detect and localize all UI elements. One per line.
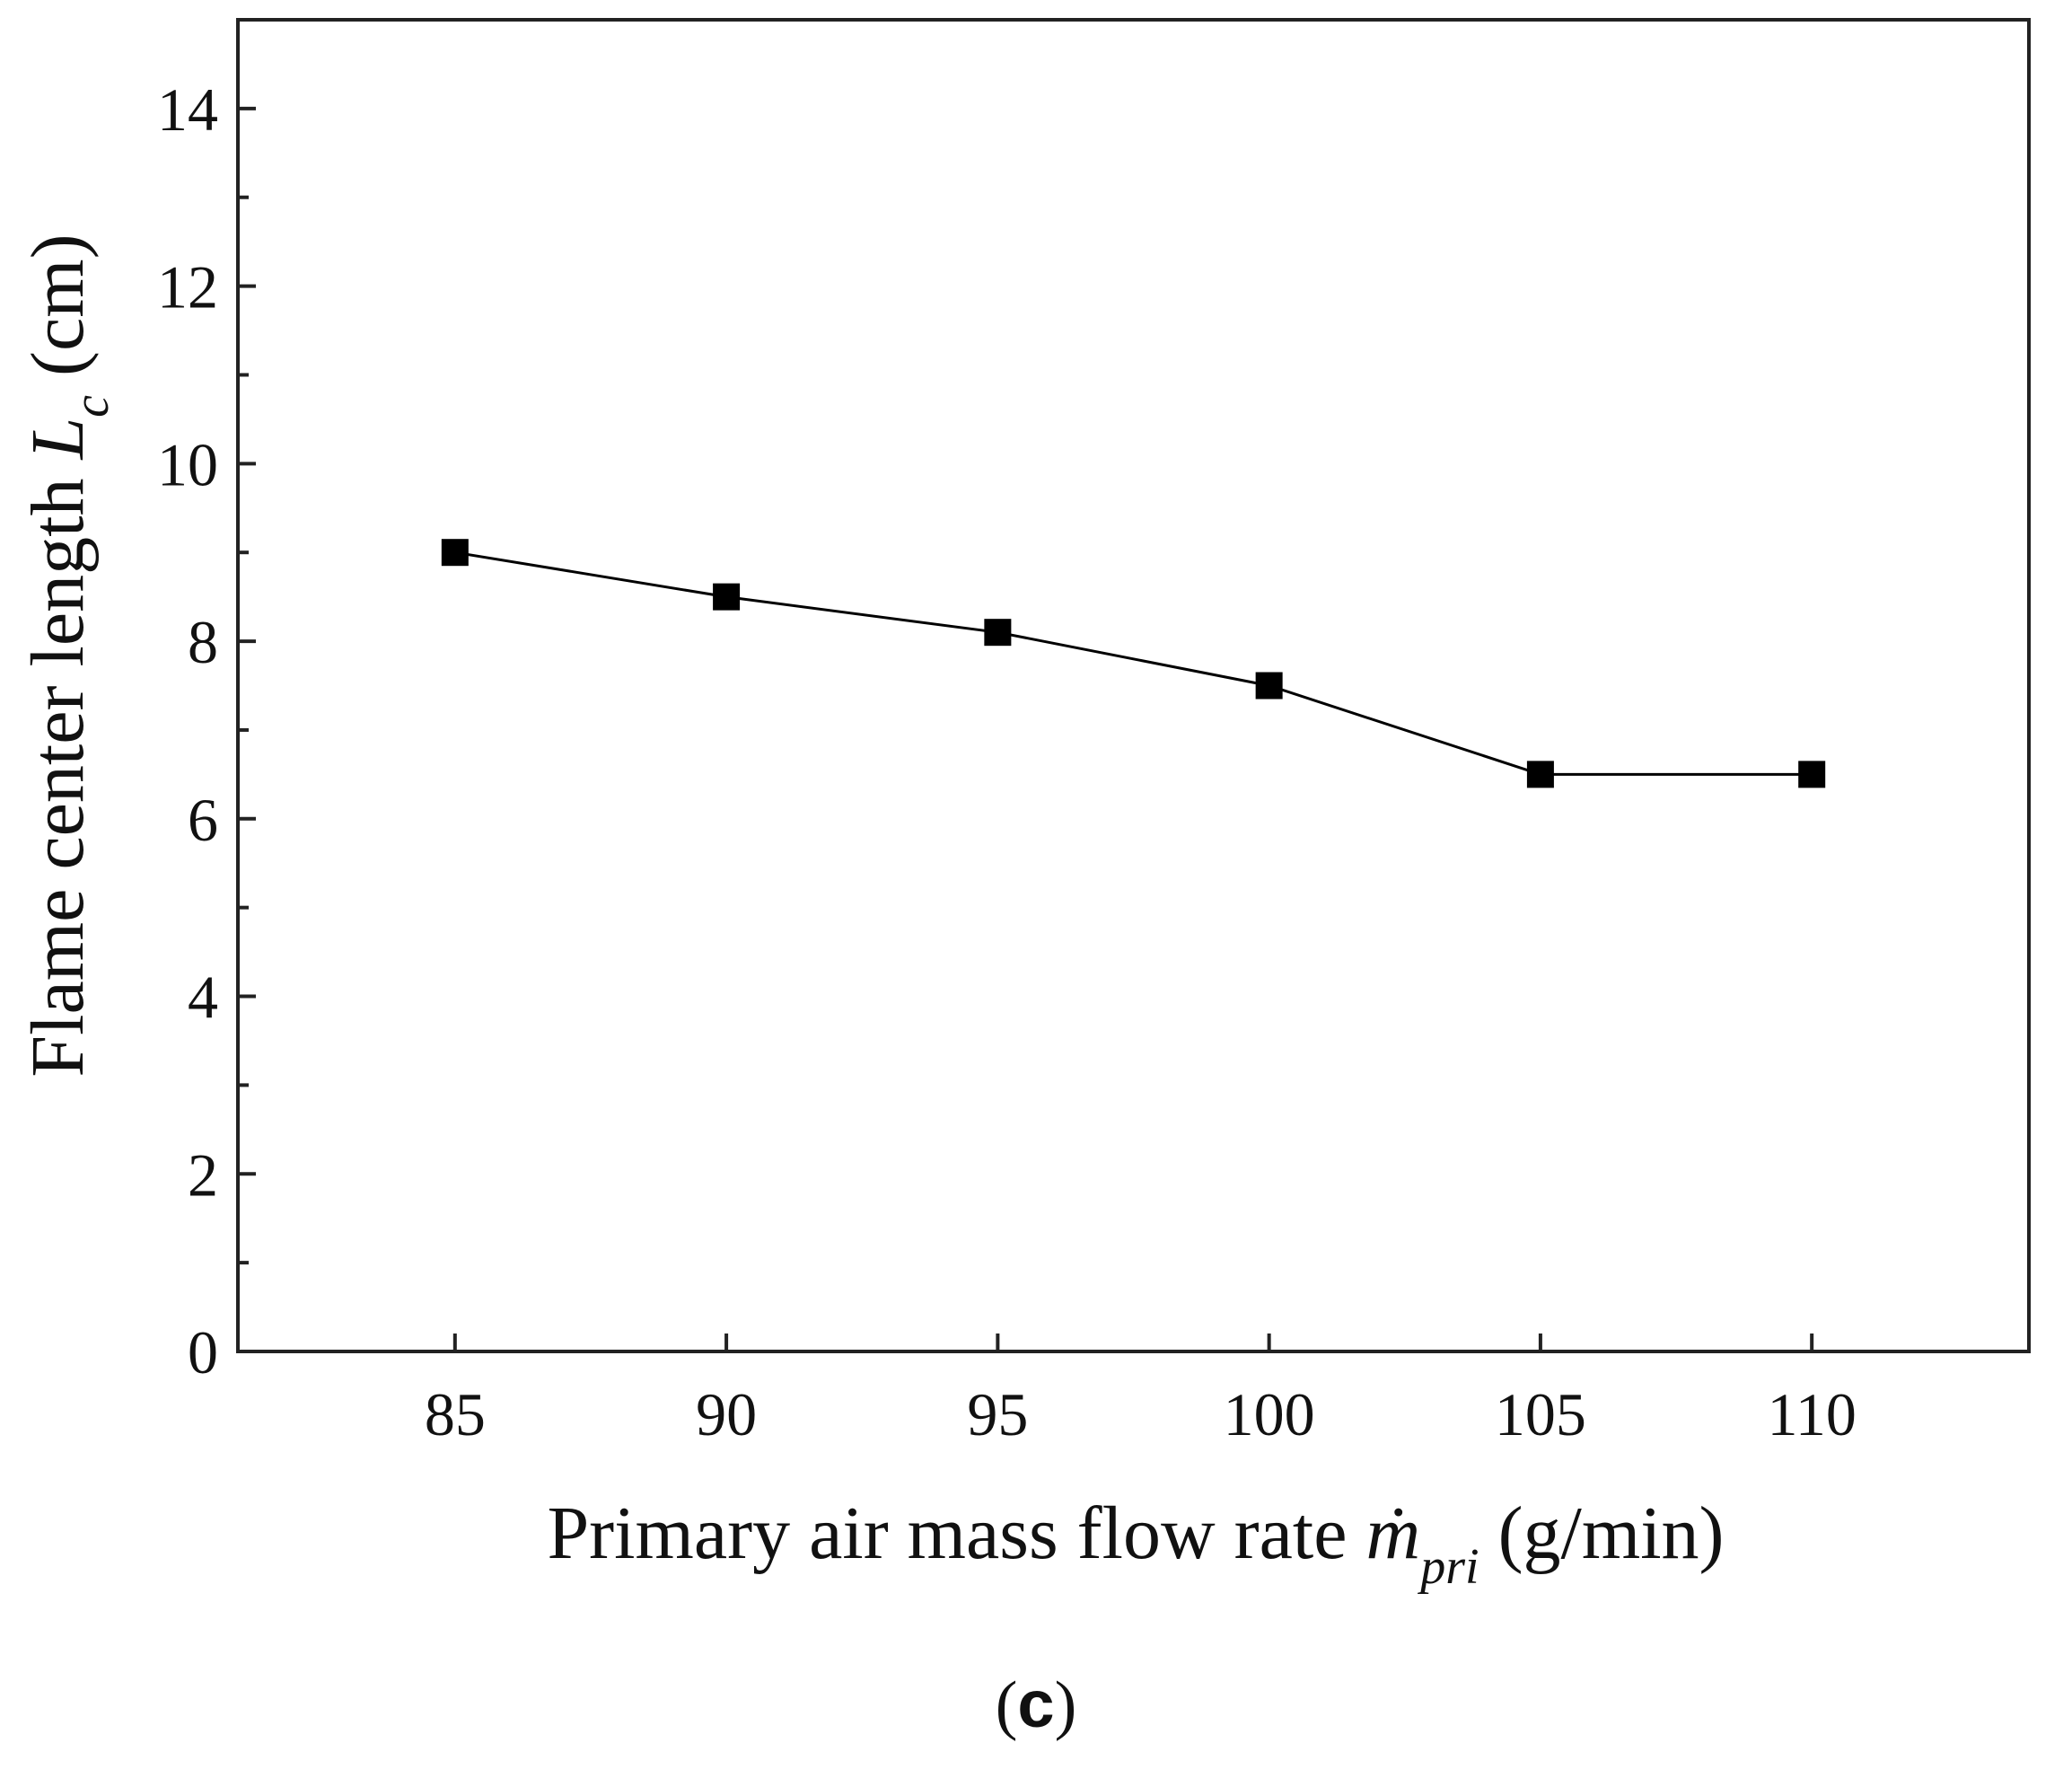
- x-axis-title: Primary air mass flow rate ṁpri (g/min): [547, 1492, 1724, 1595]
- panel-label: (c): [995, 1667, 1077, 1742]
- data-point-marker: [1526, 761, 1554, 788]
- y-axis-title: Flame center length Lc (cm): [16, 233, 119, 1077]
- data-point-marker: [984, 619, 1012, 647]
- data-point-marker: [1255, 672, 1283, 700]
- data-point-marker: [713, 583, 741, 611]
- series-line: [454, 550, 1813, 776]
- y-tick-label: 8: [188, 608, 218, 676]
- y-tick-label: 14: [157, 75, 218, 144]
- y-tick-label: 6: [188, 786, 218, 854]
- y-tick-label: 12: [157, 253, 218, 321]
- x-tick-label: 85: [425, 1380, 486, 1448]
- x-tick-label: 105: [1495, 1380, 1586, 1448]
- x-tick-label: 95: [967, 1380, 1028, 1448]
- x-tick-label: 110: [1767, 1380, 1856, 1448]
- data-point-marker: [441, 539, 469, 567]
- series-group: [441, 539, 1826, 788]
- data-point-marker: [1798, 761, 1826, 788]
- y-tick-label: 2: [188, 1140, 218, 1209]
- plot-axes: 0 2 4 6 8 10 12 14 85 90 95 100 105 110: [157, 18, 2031, 1448]
- y-tick-label: 10: [157, 430, 218, 498]
- x-tick-label: 100: [1224, 1380, 1315, 1448]
- y-tick-label: 4: [188, 964, 218, 1032]
- x-tick-label: 90: [696, 1380, 757, 1448]
- y-tick-label: 0: [188, 1318, 218, 1386]
- plot-frame: [236, 18, 2031, 1353]
